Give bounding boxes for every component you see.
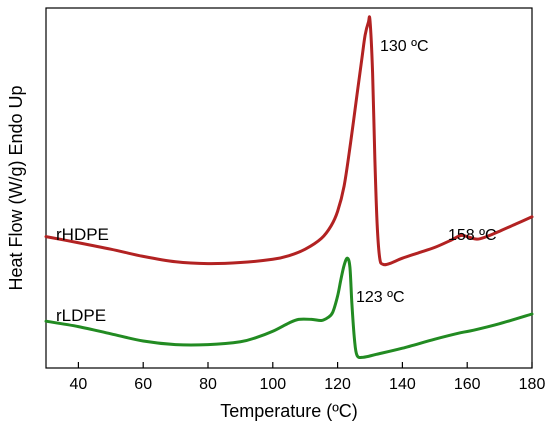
x-axis-label: Temperature (ºC): [220, 401, 358, 421]
x-tick-label: 100: [259, 376, 286, 393]
series-label-rldpe: rLDPE: [56, 306, 106, 325]
x-tick-label: 120: [324, 376, 351, 393]
series-label-rhdpe: rHDPE: [56, 225, 109, 244]
series-line-rldpe: [44, 256, 534, 360]
peak-label-rldpe: 123 ºC: [356, 289, 405, 306]
x-tick-label: 140: [389, 376, 416, 393]
series-layer: [44, 15, 534, 360]
x-axis-ticks: [77, 362, 533, 368]
plot-frame: [45, 7, 533, 369]
series-line-rhdpe: [44, 15, 534, 267]
x-tick-label: 60: [134, 376, 152, 393]
x-tick-label: 180: [519, 376, 546, 393]
x-axis-tick-labels: 40 60 80 100 120 140 160 180: [70, 376, 546, 393]
peak-label-158c: 158 ºC: [448, 227, 497, 244]
x-tick-label: 40: [70, 376, 88, 393]
y-axis-label: Heat Flow (W/g) Endo Up: [6, 85, 26, 290]
x-tick-label: 80: [199, 376, 217, 393]
x-tick-label: 160: [454, 376, 481, 393]
peak-label-rhdpe: 130 ºC: [380, 38, 429, 55]
